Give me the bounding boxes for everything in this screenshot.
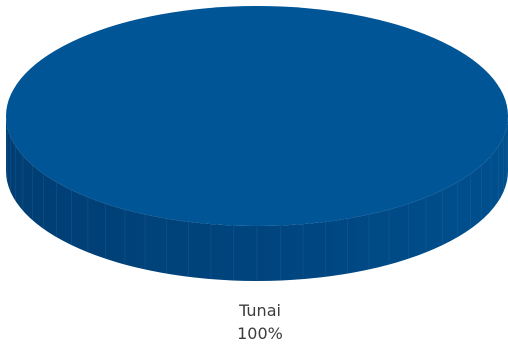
- pie-slice-0: [6, 6, 508, 226]
- slice-label-value: 100%: [237, 324, 283, 343]
- pie-slice-side-0: [6, 116, 508, 281]
- pie-slices: [6, 6, 508, 281]
- slice-label-name: Tunai: [239, 301, 281, 320]
